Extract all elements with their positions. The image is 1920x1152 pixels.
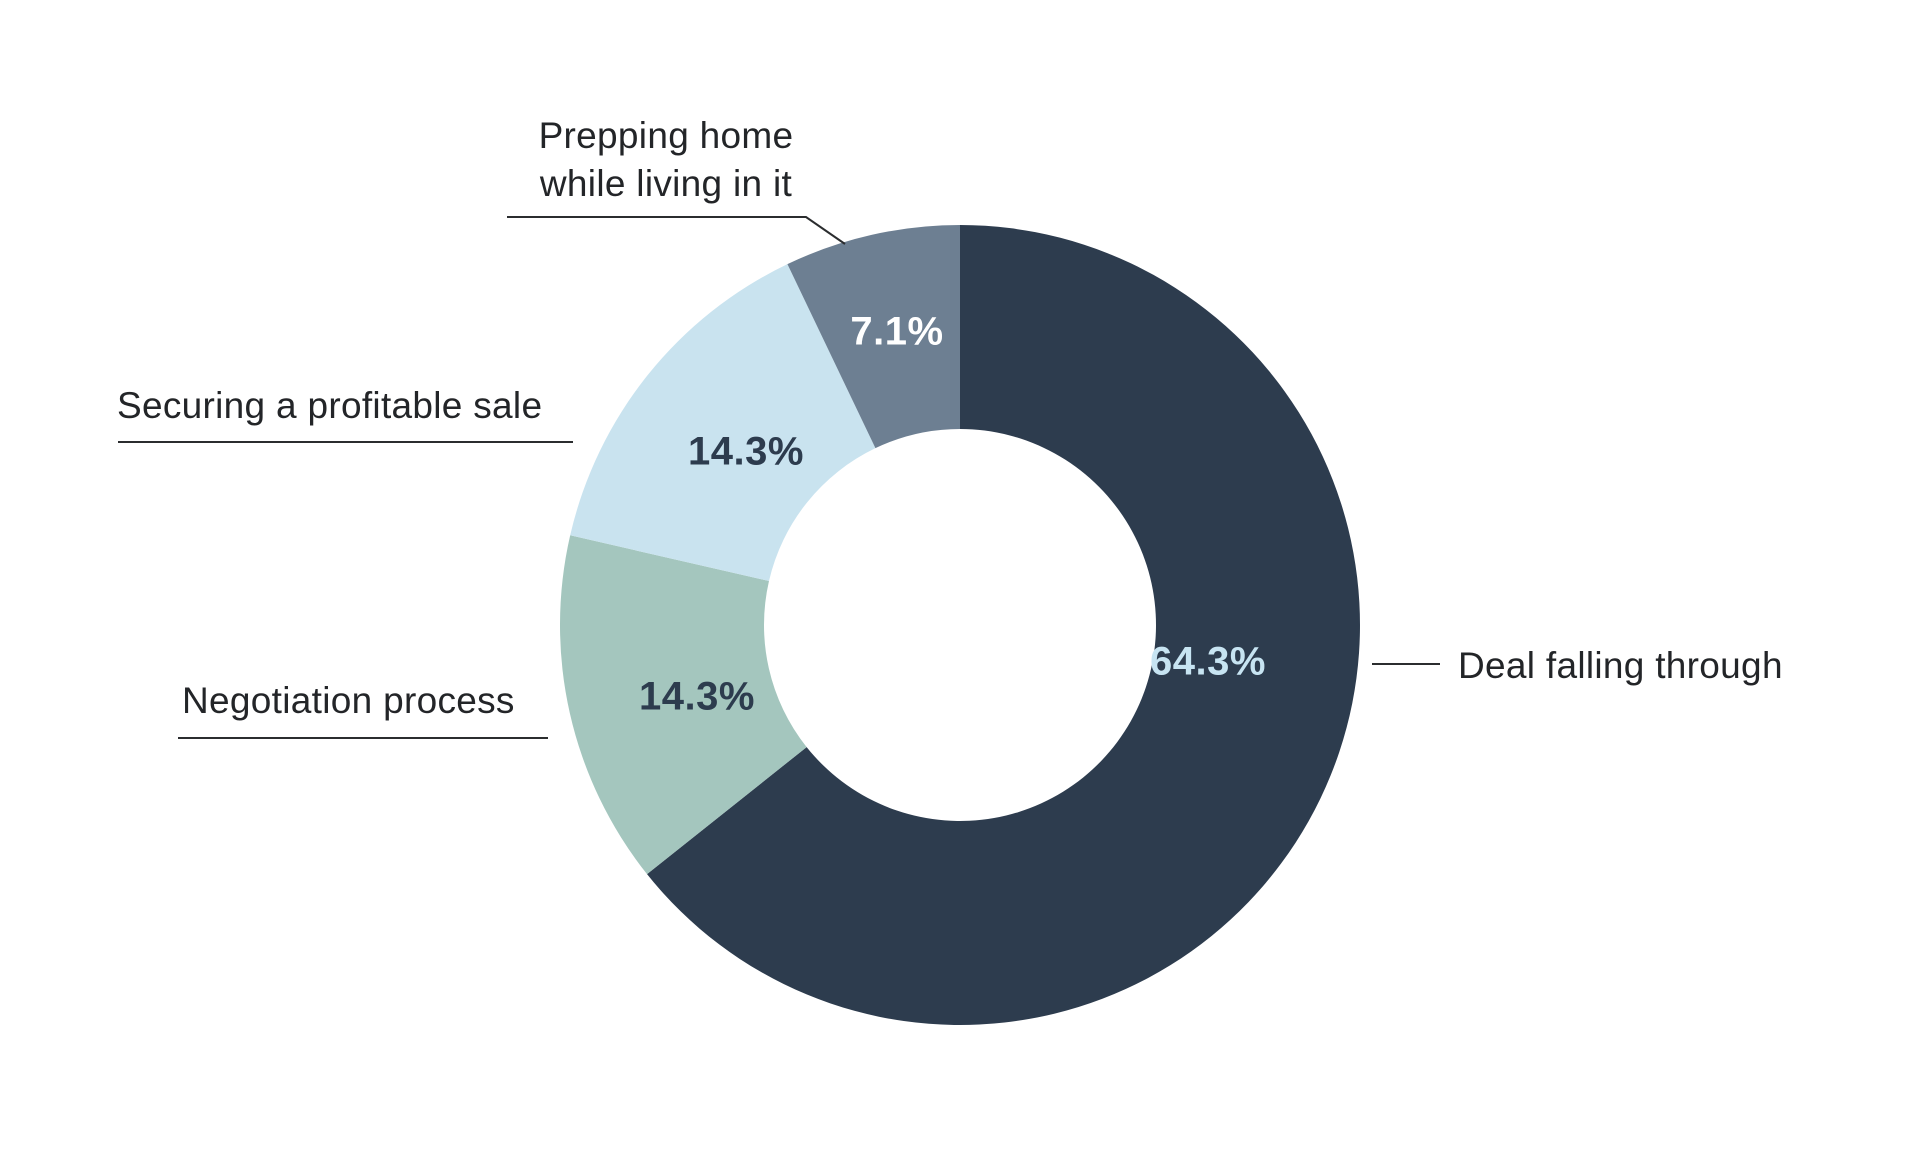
donut-segment-securing-a-profitable-sale [570,264,876,582]
percent-label-deal-falling-through: 64.3% [1150,639,1266,684]
percent-label-prepping-home: 7.1% [850,309,944,354]
label-deal-falling-through: Deal falling through [1458,645,1783,686]
percent-label-negotiation-process: 14.3% [639,674,755,719]
label-prepping-home-while-living-in-it: Prepping home while living in it [538,114,794,204]
donut-segment-negotiation-process [559,535,807,875]
percent-label-securing-a-profitable-sale: 14.3% [688,429,804,474]
callout-line-prepping-home [507,216,846,245]
label-negotiation-process: Negotiation process [182,680,515,721]
donut-segment-prepping-home-while-living-in-it [787,225,960,449]
donut-segment-deal-falling-through [647,225,1360,1026]
label-securing-a-profitable-sale: Securing a profitable sale [117,385,543,426]
donut-segments [559,225,1360,1026]
